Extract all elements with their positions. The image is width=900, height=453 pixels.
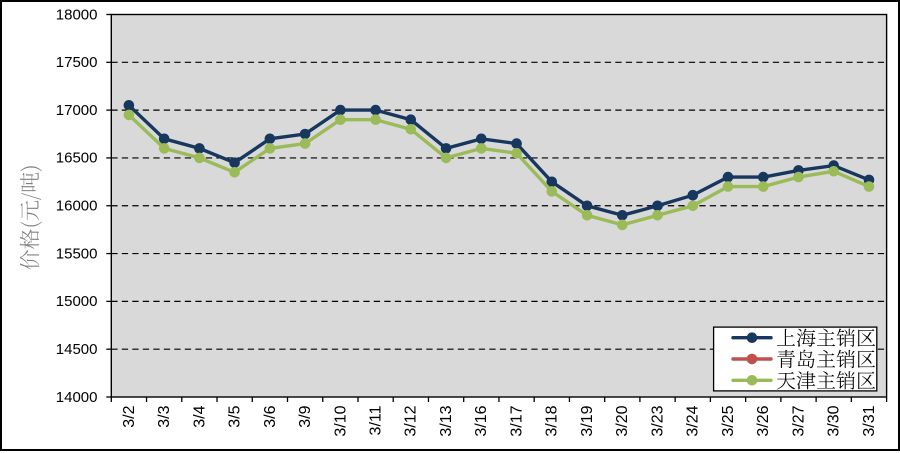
- series-lines: [123, 100, 875, 231]
- x-tick-label: 3/16: [473, 405, 490, 436]
- data-point-marker: [863, 181, 875, 192]
- x-tick-label: 3/31: [861, 405, 878, 436]
- y-axis-title: [19, 166, 43, 270]
- data-point-marker: [299, 128, 311, 140]
- axis-ticks: [106, 13, 888, 402]
- x-tick-label: 3/25: [720, 405, 737, 436]
- data-point-marker: [194, 143, 205, 154]
- x-axis-labels: 3/2 3/3 3/4 3/5 3/6 3/9 3/10 3/11 3/12 3/13 3/16 3/…: [121, 405, 878, 436]
- data-point-marker: [511, 138, 522, 149]
- x-tick-label: 3/27: [790, 405, 807, 436]
- x-tick-label: 3/4: [191, 405, 208, 427]
- legend-swatch-marker: [746, 353, 758, 365]
- legend-label: [776, 371, 876, 390]
- x-tick-label: 3/20: [614, 405, 631, 436]
- data-point-marker: [299, 138, 311, 149]
- x-tick-label: 3/11: [368, 405, 385, 435]
- data-point-marker: [617, 210, 628, 221]
- x-tick-label: 3/30: [826, 405, 843, 436]
- data-point-marker: [264, 133, 276, 145]
- y-tick-label: 14500: [56, 341, 98, 358]
- x-tick-label: 3/6: [262, 405, 279, 427]
- data-point-marker: [511, 147, 522, 159]
- data-point-marker: [229, 167, 240, 178]
- data-point-marker: [440, 143, 452, 154]
- data-point-marker: [194, 152, 205, 164]
- data-point-marker: [581, 210, 593, 221]
- data-point-marker: [722, 181, 734, 192]
- legend-item-1: [731, 349, 876, 369]
- data-point-marker: [687, 189, 699, 201]
- data-point-marker: [793, 171, 804, 183]
- data-point-marker: [617, 219, 628, 231]
- data-point-marker: [405, 124, 417, 135]
- x-tick-label: 3/24: [685, 405, 702, 436]
- data-point-marker: [758, 171, 769, 183]
- legend-swatch-marker: [746, 332, 758, 344]
- data-point-marker: [335, 114, 346, 125]
- y-tick-label: 17500: [56, 54, 98, 71]
- x-tick-label: 3/17: [509, 405, 526, 436]
- x-tick-label: 3/23: [649, 405, 666, 436]
- data-point-marker: [758, 181, 769, 192]
- legend-label: [776, 328, 876, 347]
- data-point-marker: [652, 210, 663, 221]
- data-point-marker: [687, 200, 699, 212]
- x-tick-label: 3/12: [403, 405, 420, 436]
- data-point-marker: [158, 133, 170, 145]
- data-point-marker: [264, 143, 276, 154]
- data-point-marker: [581, 200, 593, 212]
- series-line: [127, 104, 870, 218]
- data-point-marker: [370, 114, 381, 125]
- data-point-marker: [158, 143, 170, 154]
- series-0: [123, 100, 875, 221]
- y-tick-label: 18000: [56, 6, 98, 23]
- data-point-marker: [546, 186, 558, 197]
- y-tick-label: 15000: [56, 293, 98, 310]
- data-point-marker: [123, 109, 135, 121]
- series-line: [127, 113, 870, 227]
- data-point-marker: [335, 104, 346, 116]
- x-tick-label: 3/18: [544, 405, 561, 436]
- data-point-marker: [440, 152, 452, 164]
- y-axis-labels: 14000 14500 15000 15500 16000 16500 17000 17500…: [56, 6, 98, 406]
- x-tick-label: 3/9: [297, 405, 314, 427]
- x-tick-label: 3/19: [579, 405, 596, 436]
- data-point-marker: [722, 171, 734, 183]
- x-tick-label: 3/3: [156, 405, 173, 427]
- x-tick-label: 3/10: [332, 405, 349, 436]
- x-tick-label: 3/26: [755, 405, 772, 436]
- x-tick-label: 3/5: [227, 405, 244, 427]
- legend-item-2: [731, 371, 876, 390]
- data-point-marker: [405, 114, 417, 125]
- y-tick-label: 14000: [56, 389, 98, 406]
- data-point-marker: [370, 104, 381, 116]
- data-point-marker: [828, 166, 839, 177]
- legend-item-0: [731, 328, 876, 347]
- x-tick-label: 3/2: [121, 405, 138, 427]
- data-point-marker: [476, 143, 487, 154]
- y-tick-label: 16500: [56, 150, 98, 167]
- legend-swatch-marker: [746, 374, 758, 386]
- data-point-marker: [546, 176, 558, 188]
- legend: [712, 326, 878, 392]
- data-point-marker: [123, 100, 135, 111]
- y-axis-title-text: [19, 166, 43, 270]
- x-tick-label: 3/13: [438, 405, 455, 436]
- y-tick-label: 15500: [56, 245, 98, 262]
- y-tick-label: 16000: [56, 198, 98, 215]
- legend-label: [777, 349, 876, 369]
- data-point-marker: [476, 133, 487, 145]
- data-point-marker: [652, 200, 663, 212]
- y-tick-label: 17000: [56, 102, 98, 119]
- data-point-marker: [229, 157, 240, 168]
- series-2: [123, 109, 875, 231]
